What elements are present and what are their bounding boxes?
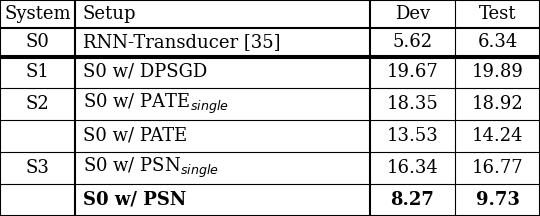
Text: 5.62: 5.62: [393, 33, 433, 51]
Text: S0 w/ PSN: S0 w/ PSN: [83, 191, 186, 209]
Text: 6.34: 6.34: [477, 33, 518, 51]
Text: RNN-Transducer [35]: RNN-Transducer [35]: [83, 33, 280, 51]
Text: 18.35: 18.35: [387, 95, 438, 113]
Text: S1: S1: [25, 63, 50, 81]
Text: S0 w/ PATE$_{single}$: S0 w/ PATE$_{single}$: [83, 92, 229, 116]
Text: 14.24: 14.24: [472, 127, 523, 145]
Text: S0 w/ PSN$_{single}$: S0 w/ PSN$_{single}$: [83, 156, 219, 180]
Text: 19.67: 19.67: [387, 63, 438, 81]
Text: Test: Test: [479, 5, 516, 23]
Text: 19.89: 19.89: [471, 63, 523, 81]
Text: 13.53: 13.53: [387, 127, 438, 145]
Text: 9.73: 9.73: [476, 191, 519, 209]
Text: S2: S2: [25, 95, 49, 113]
Text: S0 w/ DPSGD: S0 w/ DPSGD: [83, 63, 207, 81]
Text: S0: S0: [25, 33, 50, 51]
Text: 16.77: 16.77: [471, 159, 523, 177]
Text: Dev: Dev: [395, 5, 430, 23]
Text: 16.34: 16.34: [387, 159, 438, 177]
Text: S0 w/ PATE: S0 w/ PATE: [83, 127, 187, 145]
Text: Setup: Setup: [83, 5, 137, 23]
Text: System: System: [4, 5, 71, 23]
Text: 18.92: 18.92: [471, 95, 523, 113]
Text: 8.27: 8.27: [390, 191, 435, 209]
Text: S3: S3: [25, 159, 50, 177]
